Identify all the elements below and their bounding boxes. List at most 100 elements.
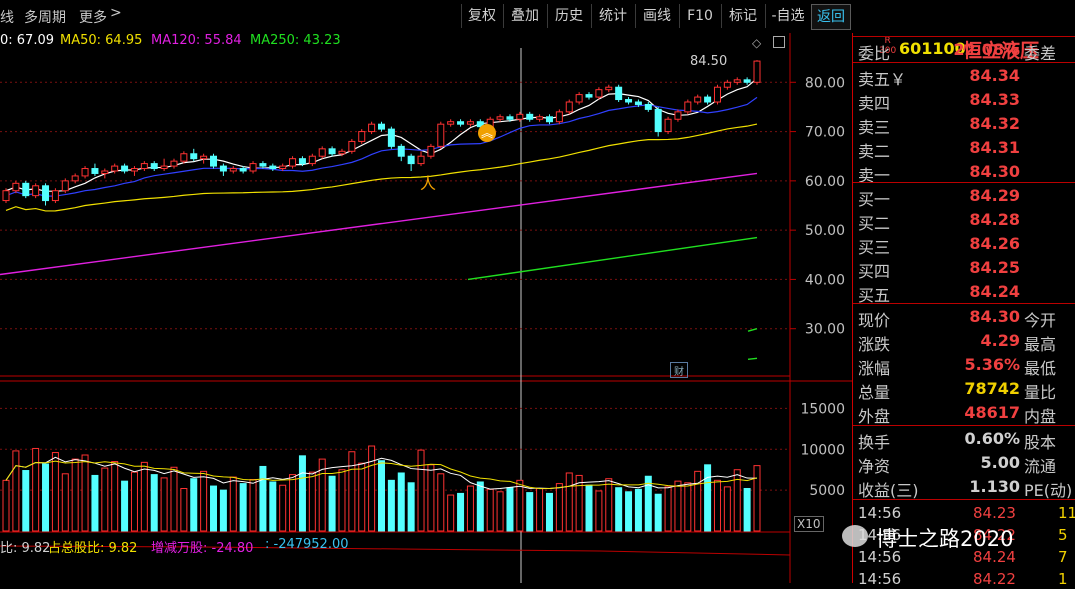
buy-signal-icon[interactable]: ︽ xyxy=(478,124,496,142)
candle xyxy=(644,103,652,110)
more-chevron-icon[interactable]: > xyxy=(110,5,122,21)
tick-time: 14:56 xyxy=(858,526,902,544)
volume-bar xyxy=(743,488,751,532)
person-marker-icon[interactable]: 人 xyxy=(420,174,437,193)
candle xyxy=(516,113,524,120)
candle xyxy=(605,86,613,91)
fund-label-2: PE(动) xyxy=(1024,481,1073,500)
ask-row[interactable]: 卖五￥ 84.34 xyxy=(853,64,1075,89)
volume-bar xyxy=(32,447,40,532)
volume-bar xyxy=(644,475,652,532)
stat-label: 涨幅 xyxy=(858,359,891,378)
volume-bar xyxy=(387,479,395,532)
diamond-icon[interactable]: ◇ xyxy=(752,36,762,50)
bid-row[interactable]: 买四 84.25 xyxy=(853,256,1075,281)
ma-legend-ma250: MA250: 43.23 xyxy=(250,33,341,48)
tick-price: 84.22 xyxy=(973,526,1016,544)
candle xyxy=(368,123,376,133)
candle xyxy=(447,121,455,125)
ask-row[interactable]: 卖二 84.31 xyxy=(853,136,1075,161)
weibi-value: 22.08% xyxy=(953,40,1020,59)
stat-value: 78742 xyxy=(964,379,1020,398)
ask-price: 84.33 xyxy=(969,90,1020,109)
candle xyxy=(150,163,158,170)
volume-bar xyxy=(565,472,573,532)
draw-line-button[interactable]: 画线 xyxy=(635,4,678,28)
volume-bar xyxy=(249,479,257,532)
bid-row[interactable]: 买三 84.26 xyxy=(853,232,1075,257)
f10-button[interactable]: F10 xyxy=(679,4,720,28)
tick-price: 84.24 xyxy=(973,548,1016,566)
volume-bar xyxy=(130,471,138,532)
candle xyxy=(417,155,425,165)
toolbar-item-line[interactable]: 线 xyxy=(0,10,14,26)
candle xyxy=(318,148,326,157)
stat-label: 涨跌 xyxy=(858,335,891,354)
panel-toggle-icon[interactable] xyxy=(773,36,785,48)
ask-row[interactable]: 卖一 84.30 xyxy=(853,160,1075,185)
weicha-label: 委差 xyxy=(1024,44,1057,63)
ma120-line xyxy=(0,172,758,276)
stat-label: 总量 xyxy=(858,383,891,402)
candle xyxy=(565,101,573,113)
candle xyxy=(328,148,336,155)
tick-volume: 5 xyxy=(1058,526,1068,544)
ask-label: 卖二 xyxy=(858,142,891,161)
candle xyxy=(545,116,553,123)
candle xyxy=(457,121,465,125)
price-tick-label: 50.00 xyxy=(805,223,845,239)
volume-bar xyxy=(397,472,405,532)
toolbar-item-more[interactable]: 更多 xyxy=(79,10,107,26)
volume-bar xyxy=(437,473,445,532)
volume-bar xyxy=(585,484,593,532)
tick-volume: 7 xyxy=(1058,548,1068,566)
volume-bar xyxy=(42,463,50,532)
candle xyxy=(654,108,662,133)
bid-row[interactable]: 买二 84.28 xyxy=(853,208,1075,233)
bid-row[interactable]: 买一 84.29 xyxy=(853,184,1075,209)
candle xyxy=(615,86,623,101)
candle xyxy=(526,113,534,120)
mark-button[interactable]: 标记 xyxy=(721,4,764,28)
candle xyxy=(111,165,119,172)
statistics-button[interactable]: 统计 xyxy=(591,4,634,28)
history-button[interactable]: 历史 xyxy=(547,4,590,28)
fund-label-2: 股本 xyxy=(1024,433,1057,452)
tick-row: 14:56 84.22 5 xyxy=(853,525,1075,545)
candle xyxy=(348,140,356,152)
candle xyxy=(269,165,277,170)
chart-tool-icon[interactable]: 财 xyxy=(670,362,688,378)
rank-badge-bottom: 300 xyxy=(879,46,897,56)
stat-label-2: 最低 xyxy=(1024,359,1057,378)
stock-code: 601100 xyxy=(899,39,966,58)
candle xyxy=(496,116,504,120)
kline-chart[interactable]: 80.00 70.00 60.00 50.00 40.00 30.00 15000 10000… xyxy=(0,33,852,583)
stat-label-2: 最高 xyxy=(1024,335,1057,354)
back-button[interactable]: 返回 xyxy=(811,4,851,30)
ma250-segment-a xyxy=(747,328,758,332)
bid-row[interactable]: 买五 84.24 xyxy=(853,280,1075,305)
candle xyxy=(713,86,721,103)
overlay-button[interactable]: 叠加 xyxy=(503,4,546,28)
price-tick-label: 80.00 xyxy=(805,75,845,91)
candle xyxy=(180,153,188,162)
toolbar-item-multi-period[interactable]: 多周期 xyxy=(24,10,66,26)
candle xyxy=(634,101,642,105)
ask-row[interactable]: 卖三 84.32 xyxy=(853,112,1075,137)
ma250-line xyxy=(467,236,758,281)
ma-legend-short: 0: 67.09 xyxy=(0,33,54,48)
volume-bar xyxy=(210,485,218,532)
ask-row[interactable]: 卖四 84.33 xyxy=(853,88,1075,113)
candle xyxy=(427,145,435,157)
volume-bar xyxy=(664,486,672,532)
fuquan-button[interactable]: 复权 xyxy=(461,4,502,28)
ask-label: 卖四 xyxy=(858,94,891,113)
remove-watchlist-button[interactable]: -自选 xyxy=(765,4,810,28)
volume-bar xyxy=(190,478,198,532)
price-tick-label: 70.00 xyxy=(805,125,845,141)
candle xyxy=(61,180,69,192)
candle xyxy=(219,165,227,172)
volume-bar xyxy=(239,483,247,532)
top-toolbar: 线 多周期 更多 > 复权 叠加 历史 统计 画线 F10 标记 -自选 返回 xyxy=(0,0,1075,33)
volume-bar xyxy=(555,483,563,532)
